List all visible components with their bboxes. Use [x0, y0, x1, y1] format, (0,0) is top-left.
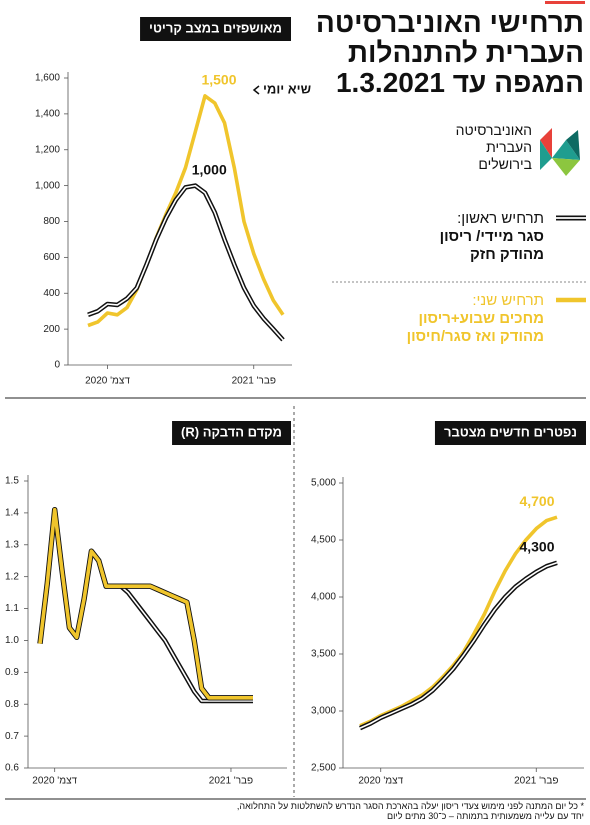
line-casing	[37, 507, 253, 704]
logo-icon	[540, 128, 580, 176]
line	[38, 507, 253, 700]
x-tick-label: פבר' 2021	[514, 776, 558, 787]
y-tick-label: 1,000	[35, 180, 60, 191]
chart-title: מאושפזים במצב קריטי	[149, 20, 282, 35]
y-tick-label: 1.0	[5, 635, 19, 646]
y-tick-label: 0.6	[5, 763, 19, 774]
chart-title-box	[172, 421, 291, 445]
legend-text: מחכים שבוע+ריסון	[418, 310, 544, 327]
y-tick-label: 4,000	[311, 592, 336, 603]
y-tick-label: 0.7	[5, 731, 19, 742]
y-tick-label: 200	[43, 324, 60, 335]
y-tick-label: 3,500	[311, 649, 336, 660]
chart-title: מקדם הדבקה (R)	[181, 424, 282, 439]
legend-entry: תרחיש שני: מחכים שבוע+ריסון מהודק ואז סג…	[407, 292, 544, 346]
legend-text: מהודק ואז סגר/חיסון	[406, 328, 544, 345]
y-tick-label: 3,000	[311, 706, 336, 717]
title: תרחישי האוניברסיטה העברית להתנהלות המגפה…	[316, 8, 584, 98]
legend-text: סגר מיידי/ ריסון	[439, 228, 544, 245]
title-line: המגפה עד 1.3.2021	[335, 67, 584, 98]
line	[87, 184, 284, 341]
y-tick-label: 1,200	[35, 144, 60, 155]
line	[39, 508, 253, 702]
value-label: 1,500	[201, 72, 236, 88]
y-tick-label: 2,500	[311, 763, 336, 774]
value-label: 4,300	[519, 539, 554, 555]
annotation-arrow	[252, 85, 260, 95]
logo-line: האוניברסיטה	[455, 122, 532, 138]
y-tick-label: 800	[43, 216, 60, 227]
line	[87, 94, 285, 328]
footnote: * כל יום המתנה לפני מימוש צעדי ריסון יעל…	[237, 801, 584, 821]
value-label: 1,000	[192, 161, 227, 177]
x-tick-label: פבר' 2021	[232, 376, 276, 387]
x-tick-label: דצמ' 2020	[85, 376, 130, 387]
y-tick-label: 1.1	[5, 603, 19, 614]
legend-entry: תרחיש ראשון: סגר מיידי/ ריסון מהודק חזק	[440, 210, 544, 264]
title-line: תרחישי האוניברסיטה	[315, 7, 584, 38]
y-tick-label: 5,000	[311, 478, 336, 489]
chart-title: נפטרים חדשים מצטבר	[444, 424, 577, 439]
title-line: העברית להתנהלות	[347, 37, 584, 68]
annotation: שיא יומי	[263, 81, 311, 96]
footnote-line: יחד עם עלייה משמעותית בתמותה – כ־30 מתים…	[386, 811, 584, 821]
y-tick-label: 1,400	[35, 109, 60, 120]
legend-label: תרחיש ראשון:	[457, 210, 544, 227]
y-tick-label: 400	[43, 288, 60, 299]
accent-bar	[545, 1, 585, 4]
logo-line: בירושלים	[478, 156, 532, 172]
logo-text: האוניברסיטה העברית בירושלים	[456, 122, 532, 173]
y-tick-label: 1.4	[5, 508, 19, 519]
y-tick-label: 1,600	[35, 73, 60, 84]
chart-title-box	[434, 421, 586, 445]
x-tick-label: דצמ' 2020	[32, 776, 77, 787]
line-casing	[359, 560, 558, 731]
y-tick-label: 0.8	[5, 699, 19, 710]
y-tick-label: 0.9	[5, 667, 19, 678]
y-tick-label: 0	[54, 360, 60, 371]
y-tick-label: 600	[43, 252, 60, 263]
x-tick-label: דצמ' 2020	[358, 776, 403, 787]
line	[359, 562, 558, 729]
y-tick-label: 1.3	[5, 539, 19, 550]
logo-line: העברית	[486, 139, 532, 155]
legend-label: תרחיש שני:	[472, 292, 544, 309]
y-tick-label: 4,500	[311, 535, 336, 546]
y-tick-label: 1.2	[5, 571, 19, 582]
x-tick-label: פבר' 2021	[209, 776, 253, 787]
y-tick-label: 1.5	[5, 476, 19, 487]
footnote-line: * כל יום המתנה לפני מימוש צעדי ריסון יעל…	[236, 801, 584, 811]
value-label: 4,700	[519, 493, 554, 509]
legend-text: מהודק חזק	[469, 246, 544, 263]
chart-title-box	[140, 17, 291, 41]
line-casing	[37, 507, 253, 701]
line-casing	[87, 183, 285, 342]
